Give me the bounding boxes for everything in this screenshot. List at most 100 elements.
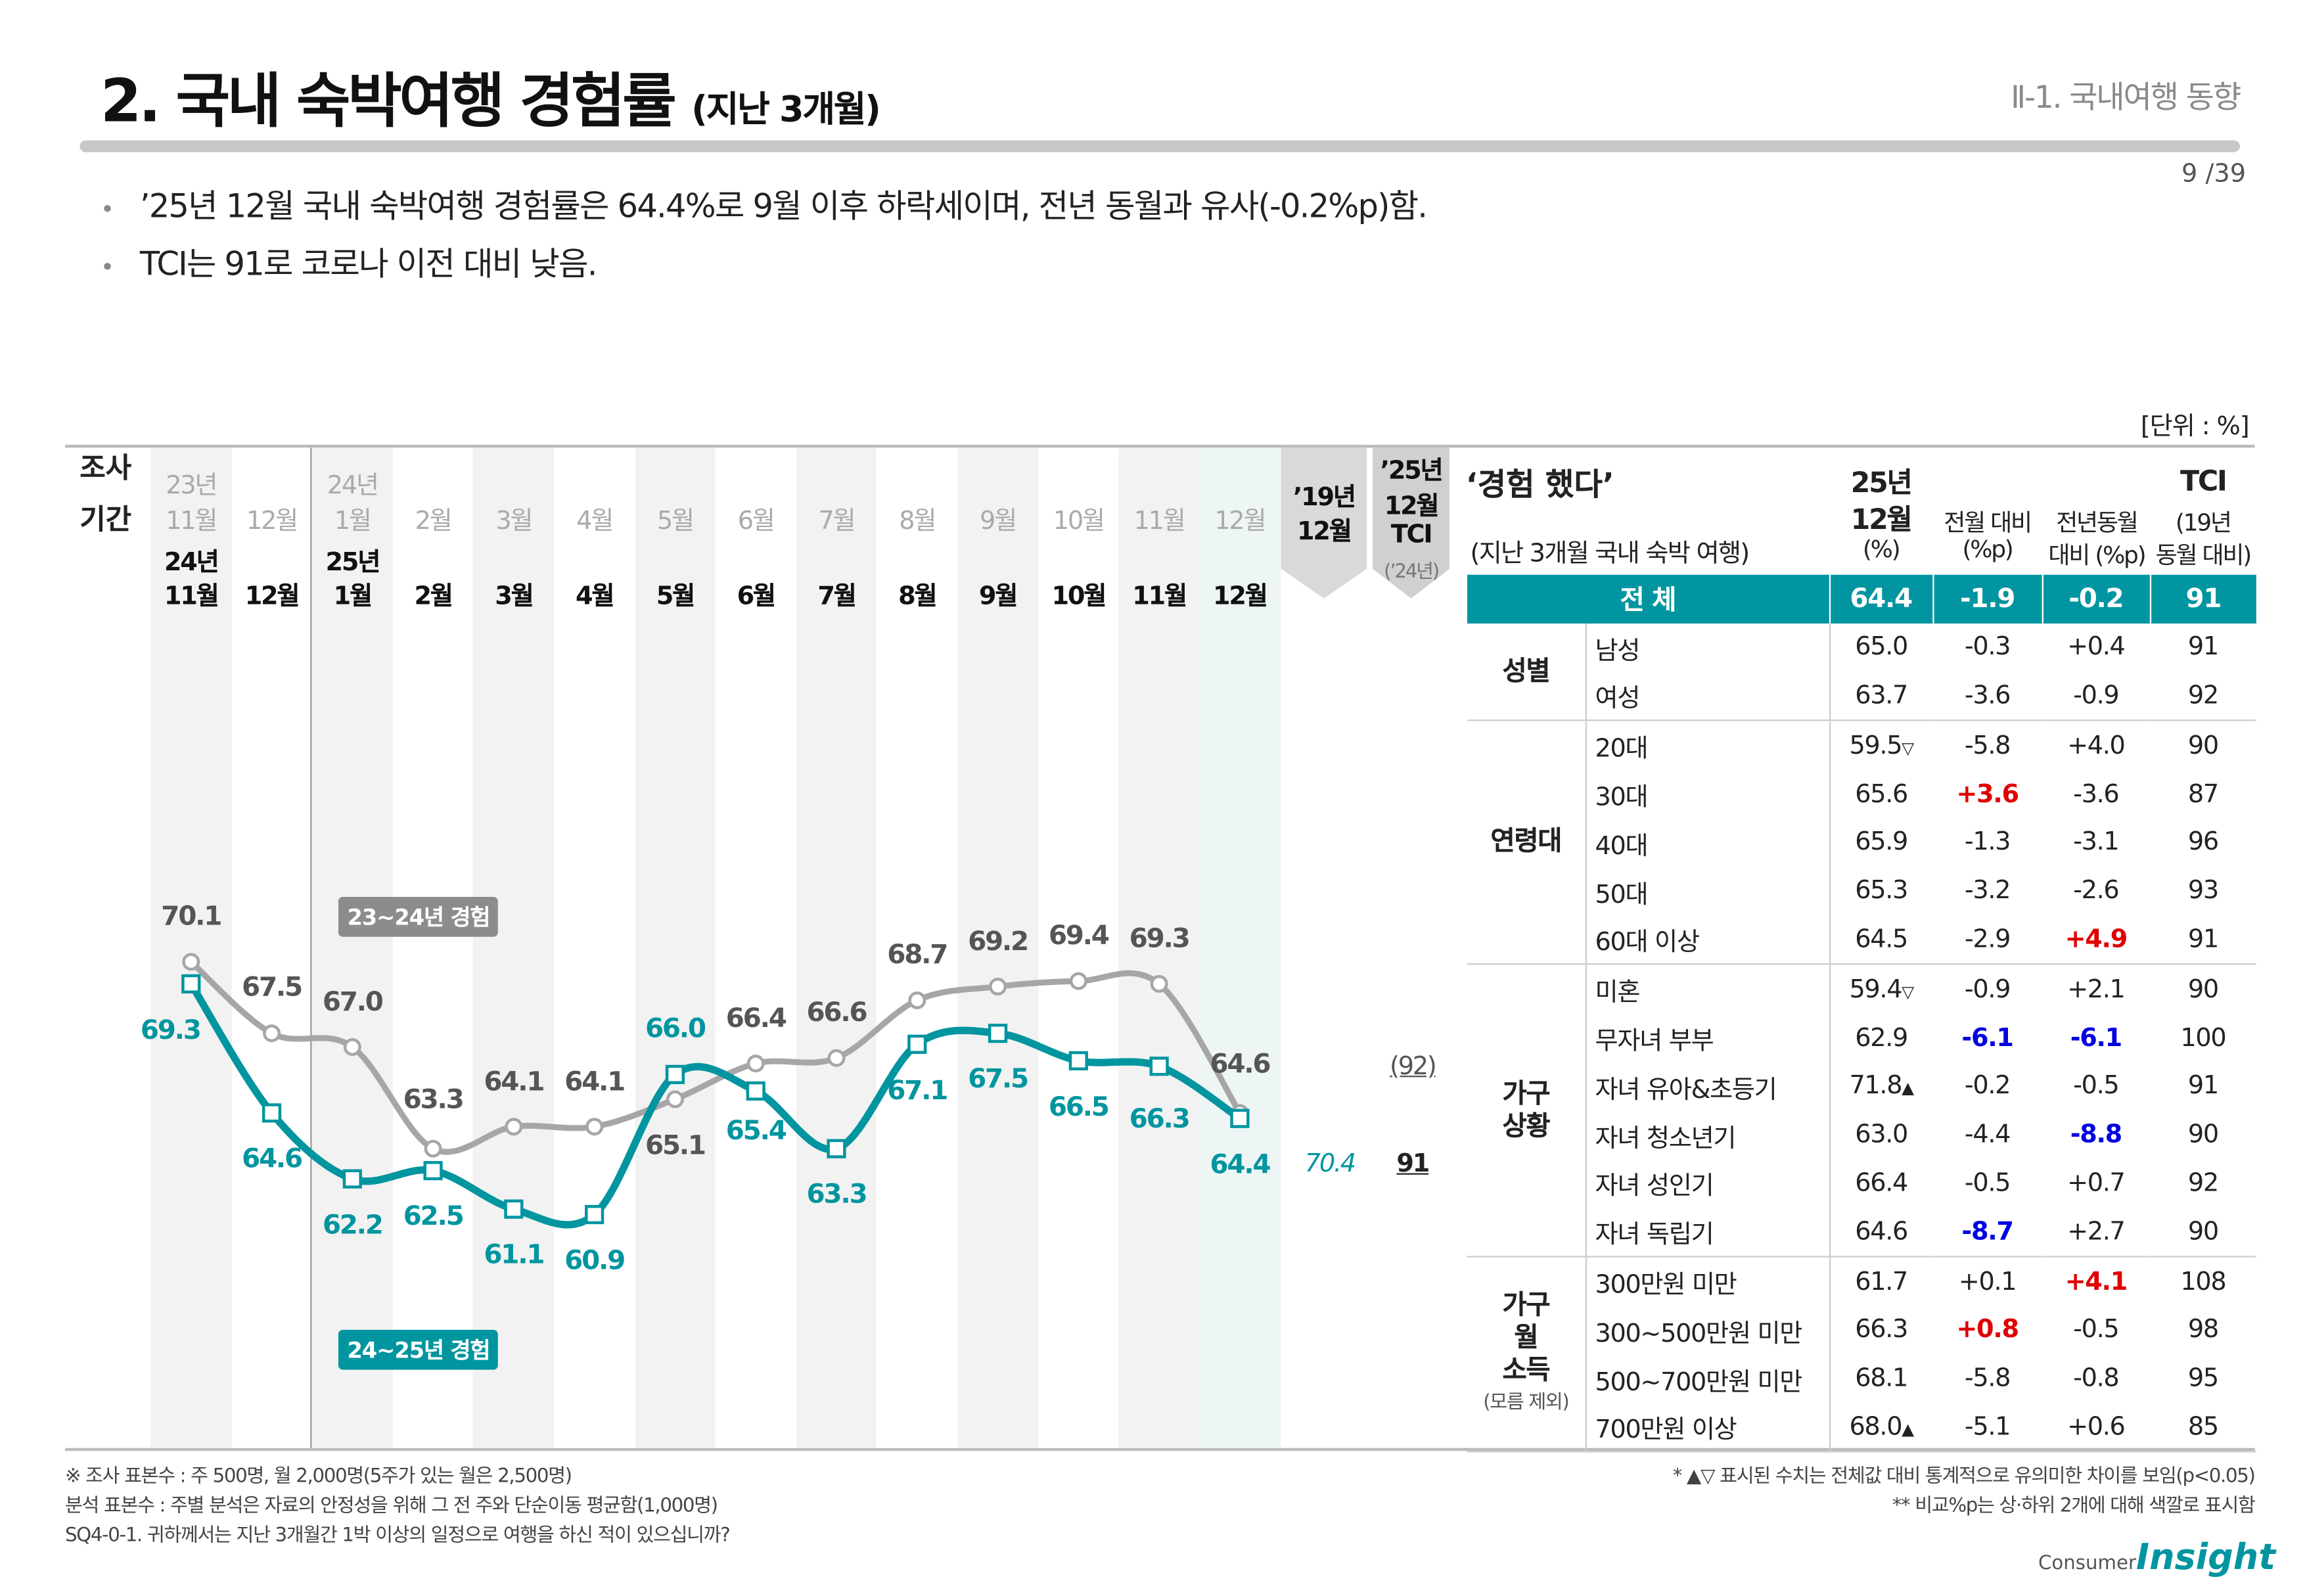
bullet-1: ’25년 12월 국내 숙박여행 경험률은 64.4%로 9월 이후 하락세이며… xyxy=(101,180,1428,238)
data-label-24-25: 66.0 xyxy=(645,1014,706,1045)
point-23-24 xyxy=(989,978,1007,996)
row-yoy: +0.6 xyxy=(2042,1403,2150,1453)
tci-value: 91 xyxy=(1396,1149,1430,1179)
row-yoy: -0.5 xyxy=(2073,1315,2120,1346)
month-column xyxy=(311,447,394,1448)
point-24-25 xyxy=(585,1204,605,1225)
month-column xyxy=(957,447,1039,1448)
prev-month-label: 8월 xyxy=(899,507,936,537)
row-mom: +0.8 xyxy=(1956,1315,2019,1346)
prev-month-label: 12월 xyxy=(1214,507,1266,537)
table-row: 자녀 독립기 64.6 -8.7 +2.7 90 xyxy=(1467,1208,2256,1258)
point-24-25 xyxy=(423,1161,443,1181)
data-label-24-25: 66.3 xyxy=(1129,1103,1191,1135)
prev-month-label: 11월 xyxy=(166,507,217,537)
row-mom: -6.1 xyxy=(1961,1023,2014,1053)
significance-mark: ▲ xyxy=(1902,1419,1914,1440)
row-label: 남성 xyxy=(1584,623,1829,672)
month-column xyxy=(1038,447,1120,1448)
row-yoy: -8.8 xyxy=(2070,1120,2123,1150)
point-24-25 xyxy=(665,1064,685,1084)
data-label-24-25: 62.5 xyxy=(403,1201,465,1233)
total-tci: 91 xyxy=(2149,574,2256,624)
row-value: 59.5▽ xyxy=(1828,721,1933,771)
row-label: 30대 xyxy=(1584,770,1829,819)
period-label: 기간 xyxy=(80,503,132,537)
month-column xyxy=(877,447,959,1448)
total-mom: -1.9 xyxy=(1932,574,2042,624)
row-tci: 93 xyxy=(2187,876,2219,906)
point-24-25 xyxy=(827,1139,846,1158)
footnote-right: * ▲▽ 표시된 수치는 전체값 대비 통계적으로 유의미한 차이를 보임(p<… xyxy=(1673,1463,2256,1522)
prev-month-label: 10월 xyxy=(1053,507,1105,537)
month-column xyxy=(392,447,474,1448)
prev-month-label: 5월 xyxy=(656,507,695,537)
table-row: 무자녀 부부 62.9 -6.1 -6.1 100 xyxy=(1467,1014,2256,1062)
baseline-value: 70.4 xyxy=(1304,1149,1356,1179)
footnote-question: SQ4-0-1. 귀하께서는 지난 3개월간 1박 이상의 일정으로 여행을 하… xyxy=(64,1524,731,1547)
month-label: 12월 xyxy=(244,581,300,612)
row-yoy: -6.1 xyxy=(2070,1023,2123,1053)
data-table: 전 체 64.4 -1.9 -0.2 91 성별 남성 65.0 -0.3 +0.4 91 여성 63.… xyxy=(1467,574,2256,1453)
month-column xyxy=(150,447,233,1448)
row-tci: 90 xyxy=(2187,974,2219,1005)
table-column-header: 동월 대비) xyxy=(2155,541,2252,569)
row-mom: -4.4 xyxy=(1964,1120,2011,1150)
row-value: 63.0 xyxy=(1828,1110,1933,1160)
top-rule xyxy=(64,444,2255,448)
table-row: 성별 남성 65.0 -0.3 +0.4 91 xyxy=(1467,623,2256,722)
group-label: 연령대 xyxy=(1467,721,1586,966)
data-label-23-24: 66.4 xyxy=(725,1003,787,1034)
section-label: Ⅱ-1. 국내여행 동향 xyxy=(2010,80,2241,116)
row-value: 64.5 xyxy=(1828,915,1933,966)
data-label-23-24: 68.7 xyxy=(887,940,948,971)
row-mom: -8.7 xyxy=(1932,1208,2042,1258)
bullet-2: TCI는 91로 코로나 이전 대비 낮음. xyxy=(101,238,1426,296)
total-yoy: -0.2 xyxy=(2041,574,2150,624)
baseline-header: 12월 xyxy=(1297,517,1352,547)
row-mom: -0.5 xyxy=(1964,1168,2011,1198)
row-yoy: -3.1 xyxy=(2073,828,2120,858)
row-tci: 90 xyxy=(2187,1120,2219,1150)
row-label: 자녀 유아&초등기 xyxy=(1584,1062,1829,1111)
row-value: 62.9 xyxy=(1828,1014,1933,1062)
point-23-24 xyxy=(746,1055,765,1073)
row-tci: 85 xyxy=(2149,1403,2256,1453)
prev-month-label: 7월 xyxy=(818,507,856,537)
page-number: 9 /39 xyxy=(2181,159,2247,189)
data-label-23-24: 64.1 xyxy=(564,1066,626,1097)
month-label: 8월 xyxy=(898,581,938,612)
point-23-24 xyxy=(1150,974,1168,993)
prev-month-label: 11월 xyxy=(1133,507,1186,537)
row-label: 60대 이상 xyxy=(1584,915,1829,966)
point-24-25 xyxy=(1068,1051,1088,1071)
month-column xyxy=(473,447,555,1448)
total-label: 전 체 xyxy=(1467,574,1829,624)
table-subtitle: (지난 3개월 국내 숙박 여행) xyxy=(1470,539,1750,569)
data-label-24-25: 61.1 xyxy=(484,1240,545,1271)
row-label: 여성 xyxy=(1584,672,1829,722)
tci-header-shape xyxy=(1373,447,1449,599)
point-23-24 xyxy=(424,1139,442,1158)
prev-month-label: 2월 xyxy=(415,507,453,537)
row-label: 50대 xyxy=(1584,867,1829,916)
prev-month-label: 12월 xyxy=(246,507,298,537)
table-column-header: 25년 xyxy=(1850,467,1913,500)
month-label: 9월 xyxy=(978,581,1018,612)
row-label: 무자녀 부부 xyxy=(1584,1014,1829,1062)
row-mom: -5.1 xyxy=(1932,1403,2042,1453)
summary-bullets: ’25년 12월 국내 숙박여행 경험률은 64.4%로 9월 이후 하락세이며… xyxy=(101,180,1428,296)
data-label-24-25: 66.5 xyxy=(1048,1091,1110,1123)
row-label: 700만원 이상 xyxy=(1584,1403,1829,1453)
table-row: 연령대 20대 59.5▽ -5.8 +4.0 90 xyxy=(1467,721,2256,966)
data-label-23-24: 67.0 xyxy=(322,986,384,1018)
data-label-23-24: 64.6 xyxy=(1210,1049,1271,1081)
tci-prev-value: (92) xyxy=(1390,1052,1437,1082)
prev-year-label: 23년 xyxy=(166,471,217,501)
table-title: ‘경험 했다’ xyxy=(1465,467,1614,503)
data-label-23-24: 64.1 xyxy=(484,1066,545,1097)
tci-header: TCI xyxy=(1390,520,1433,550)
row-value: 65.9 xyxy=(1828,818,1933,867)
row-yoy: +4.1 xyxy=(2065,1267,2128,1297)
point-24-25 xyxy=(907,1034,927,1054)
